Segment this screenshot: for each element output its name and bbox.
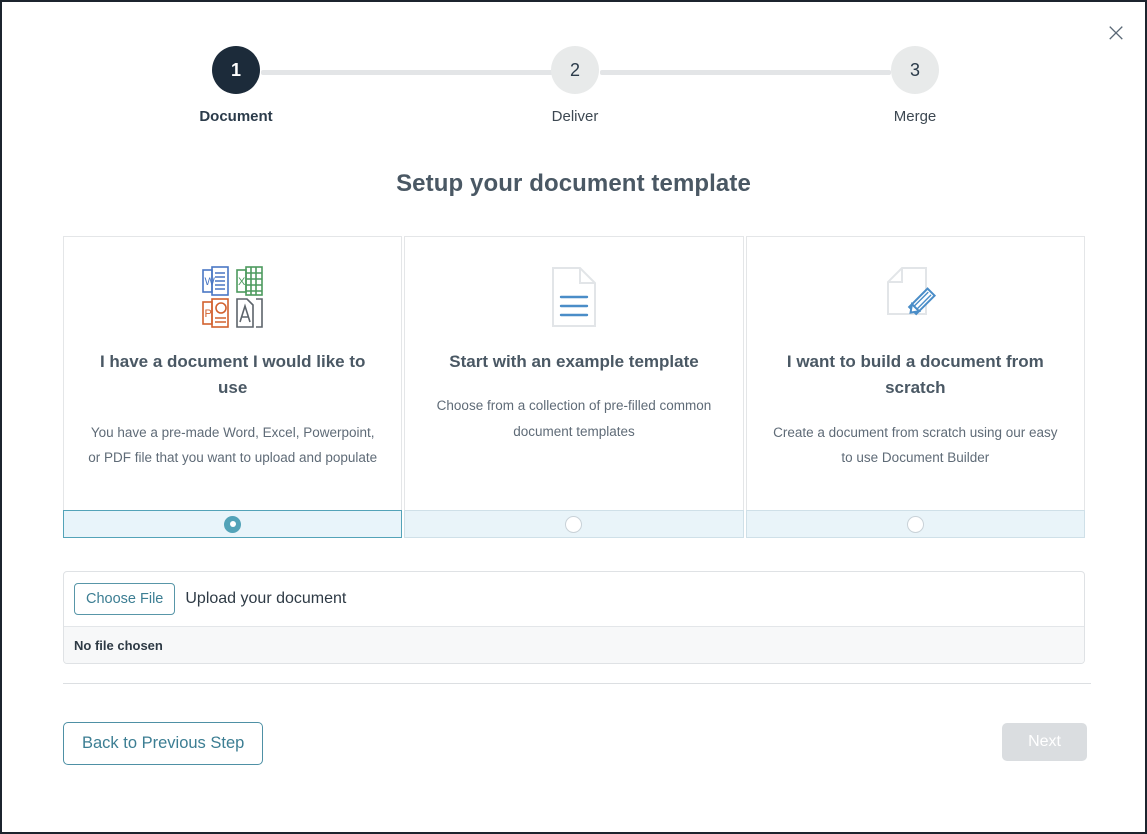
card-description: You have a pre-made Word, Excel, Powerpo… <box>88 424 378 466</box>
page-title: Setup your document template <box>396 170 751 197</box>
step-label-2: Deliver <box>551 108 599 125</box>
step-connector-1 <box>261 70 553 75</box>
option-card-build-from-scratch[interactable]: I want to build a document from scratch … <box>745 236 1085 538</box>
card-title: Start with an example template <box>449 352 699 371</box>
card-select-footer[interactable] <box>63 510 403 538</box>
footer-divider <box>63 683 1091 684</box>
card-title: I have a document I would like to use <box>99 352 366 398</box>
radio-button-existing-document[interactable] <box>224 515 242 533</box>
card-body: W X <box>64 237 401 510</box>
next-button[interactable]: Next <box>1002 723 1087 761</box>
radio-button-build-from-scratch[interactable] <box>906 515 924 533</box>
svg-text:X: X <box>238 276 246 288</box>
file-status-text: No file chosen <box>64 626 1084 663</box>
document-pencil-icon <box>884 259 946 335</box>
document-lines-icon <box>547 259 601 335</box>
step-document[interactable]: 1 Document <box>181 44 291 125</box>
card-select-footer[interactable] <box>745 510 1085 538</box>
card-description: Choose from a collection of pre-filled c… <box>436 398 712 439</box>
card-description: Create a document from scratch using our… <box>773 424 1058 466</box>
stepper: 1 Document 2 Deliver 3 Merge <box>2 44 1145 164</box>
choose-file-button[interactable]: Choose File <box>74 583 176 615</box>
svg-text:W: W <box>204 276 215 288</box>
file-upload-panel: Choose File Upload your document No file… <box>63 571 1085 664</box>
card-select-footer[interactable] <box>404 510 744 538</box>
option-card-example-template[interactable]: Start with an example template Choose fr… <box>404 236 744 538</box>
step-deliver[interactable]: 2 Deliver <box>520 44 630 125</box>
card-title: I want to build a document from scratch <box>786 352 1044 398</box>
back-to-previous-step-button[interactable]: Back to Previous Step <box>63 722 264 765</box>
step-label-3: Merge <box>893 108 937 125</box>
option-card-existing-document[interactable]: W X <box>63 236 403 538</box>
svg-text:P: P <box>204 308 211 320</box>
radio-button-example-template[interactable] <box>565 515 583 533</box>
upload-field-label: Upload your document <box>185 590 347 607</box>
step-merge[interactable]: 3 Merge <box>860 44 970 125</box>
office-files-icon: W X <box>201 259 265 335</box>
template-option-cards: W X <box>63 236 1085 538</box>
step-connector-2 <box>600 70 891 75</box>
step-number-1: 1 <box>212 46 260 94</box>
close-icon[interactable]: × <box>1105 18 1127 48</box>
step-number-3: 3 <box>891 46 939 94</box>
step-label-1: Document <box>199 108 273 125</box>
card-body: Start with an example template Choose fr… <box>405 237 742 510</box>
step-number-2: 2 <box>551 46 599 94</box>
card-body: I want to build a document from scratch … <box>747 237 1084 510</box>
file-input-row: Choose File Upload your document <box>64 572 1084 626</box>
